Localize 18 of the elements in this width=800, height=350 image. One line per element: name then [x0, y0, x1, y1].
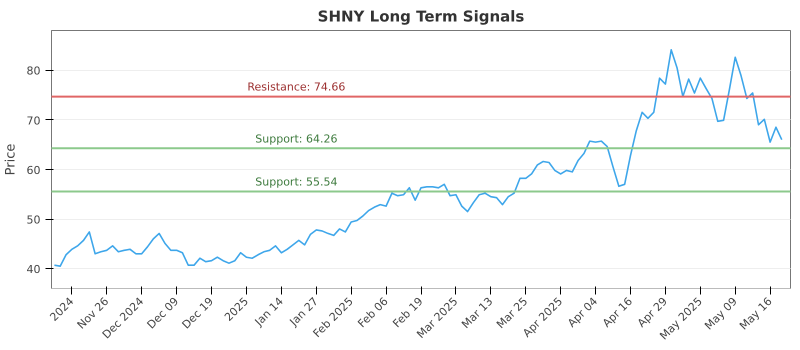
y-tick-label: 80 [26, 64, 41, 78]
chart-title: SHNY Long Term Signals [318, 8, 524, 26]
y-tick-label: 60 [26, 164, 41, 177]
x-tick-label: Jan 14 [252, 294, 286, 330]
ref-line-label: Support: 55.54 [255, 176, 338, 189]
ref-line-label: Resistance: 74.66 [247, 80, 346, 94]
x-tick-label: Dec 19 [180, 294, 216, 332]
y-tick-label: 70 [26, 114, 41, 128]
y-tick-label: 40 [26, 263, 41, 276]
x-tick-label: Apr 16 [600, 294, 636, 330]
x-tick-label: Feb 06 [355, 294, 391, 330]
x-tick-label: Mar 13 [459, 294, 496, 332]
line-series [54, 49, 783, 267]
y-axis-title: Price [4, 144, 19, 176]
x-tick-label: Dec 09 [144, 294, 182, 332]
ref-line-label: Support: 64.26 [255, 132, 338, 146]
y-tick-label: 50 [26, 214, 41, 227]
x-tick-label: Apr 04 [565, 294, 600, 330]
